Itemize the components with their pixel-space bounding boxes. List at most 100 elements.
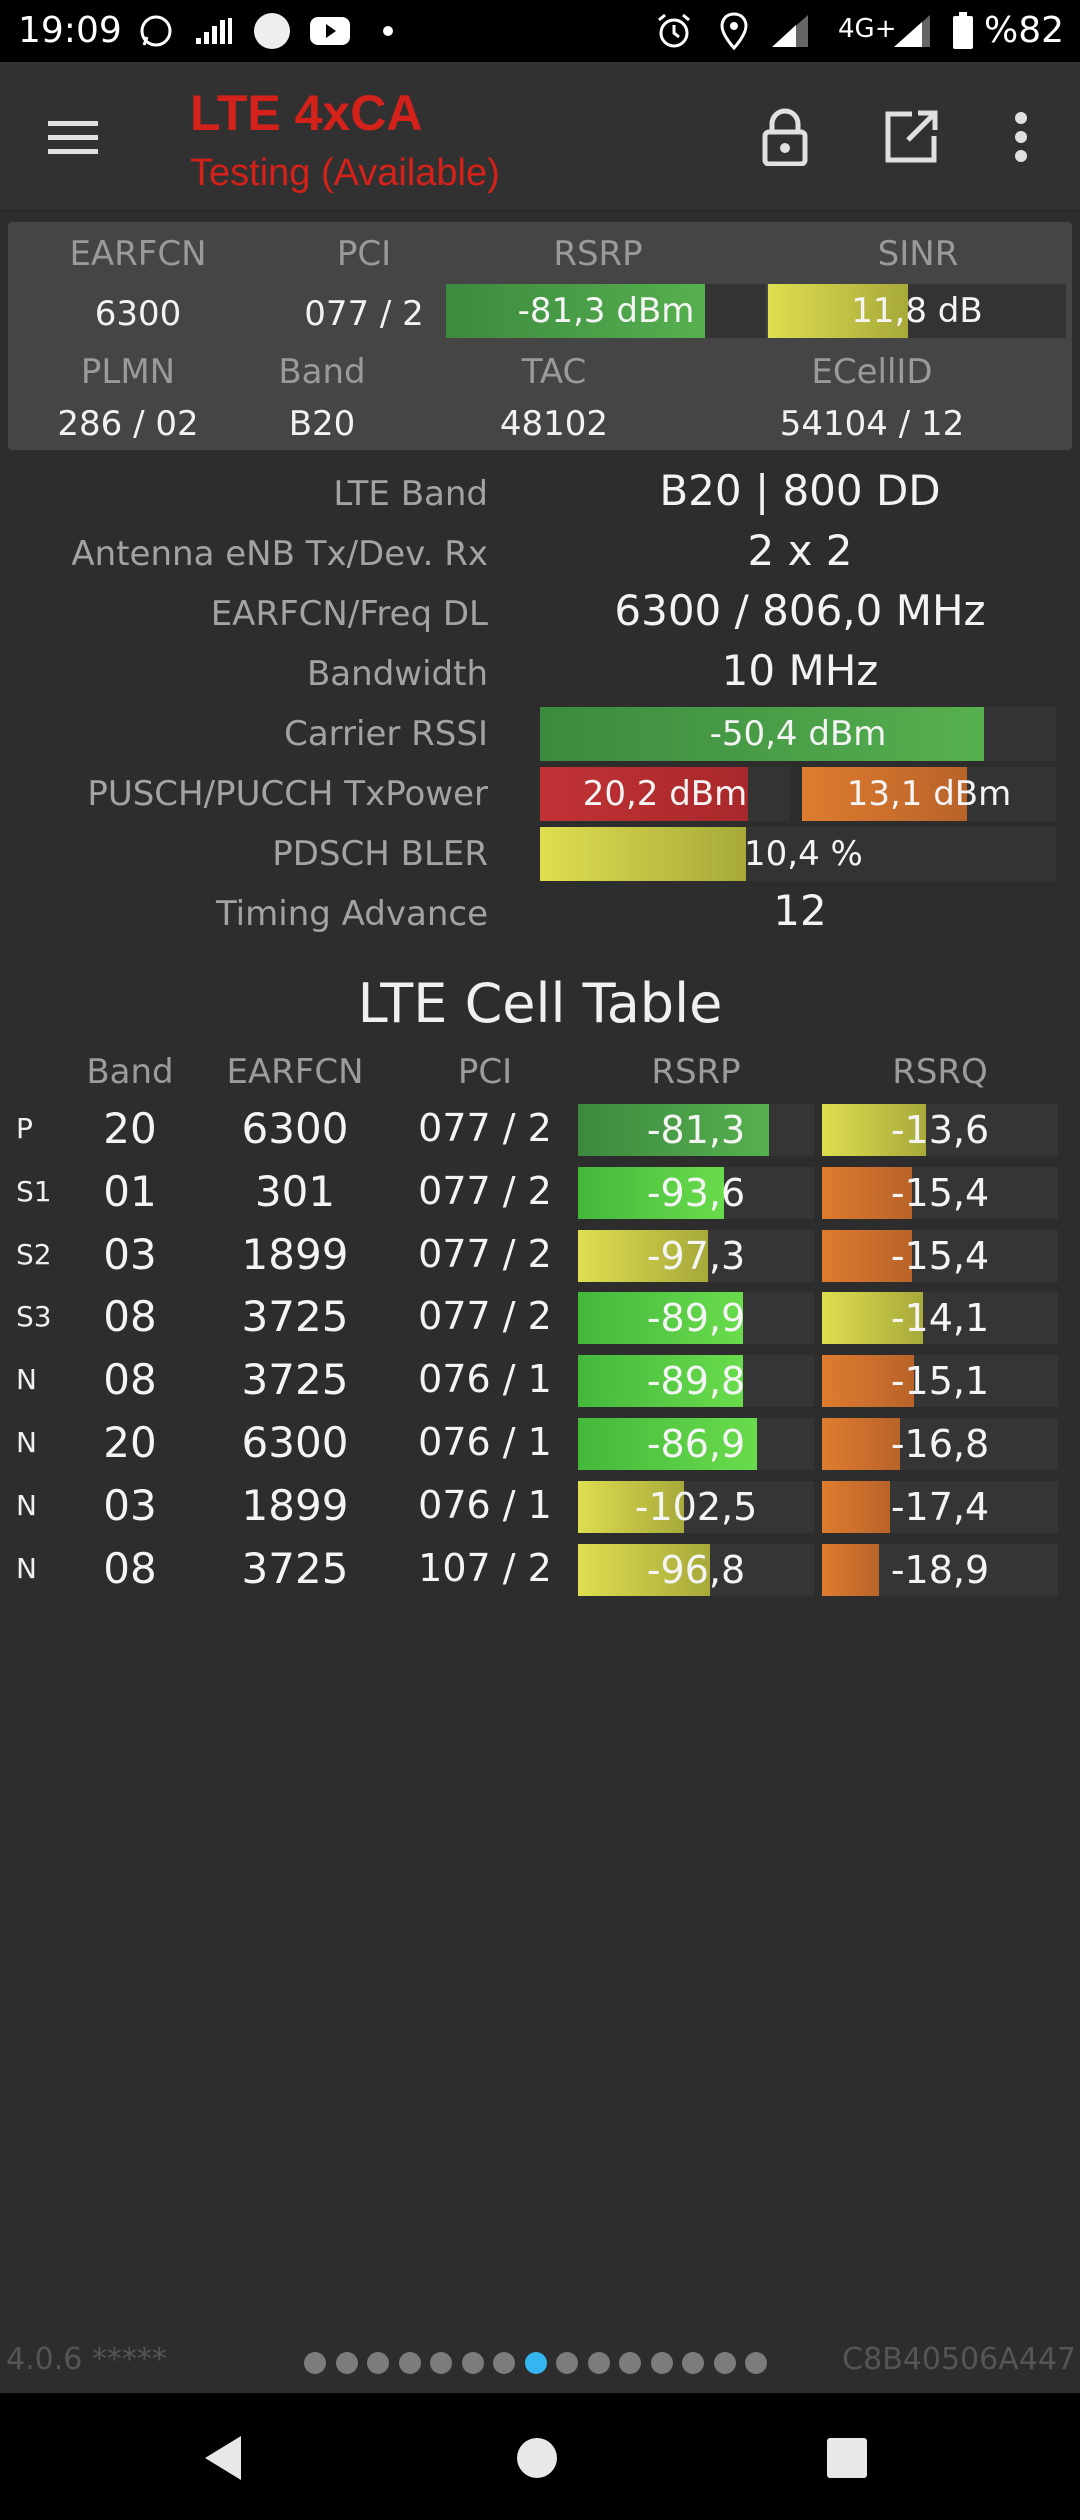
lte-band-label: LTE Band <box>333 474 488 514</box>
table-row: S3 08 3725 077 / 2 -89,9 -14,1 <box>0 1288 1080 1348</box>
table-row: N 20 6300 076 / 1 -86,9 -16,8 <box>0 1414 1080 1474</box>
cell-type-tag: N <box>16 1363 37 1397</box>
page-dot[interactable] <box>461 2352 484 2374</box>
rsrp-cell-bar-fill <box>578 1480 685 1533</box>
cell-band: 03 <box>103 1480 157 1530</box>
rsrp-cell-bar: -89,9 <box>578 1292 814 1345</box>
rsrq-cell-bar-fill <box>822 1166 912 1219</box>
sinr-bar-fill <box>768 284 909 338</box>
rsrp-cell-bar-text: -96,8 <box>646 1547 746 1592</box>
antenna-value: 2 x 2 <box>747 526 853 575</box>
lte-band-value: B20 | 800 DD <box>659 466 941 515</box>
ecellid-value: 54104 / 12 <box>779 404 965 444</box>
plmn-value: 286 / 02 <box>57 404 199 444</box>
txpower-label: PUSCH/PUCCH TxPower <box>87 774 488 814</box>
rsrp-cell-bar: -96,8 <box>578 1543 814 1596</box>
dot-icon <box>380 12 396 50</box>
rsrp-cell-bar: -97,3 <box>578 1229 814 1282</box>
rsrq-cell-bar-text: -17,4 <box>890 1484 990 1529</box>
page-dot[interactable] <box>745 2352 767 2374</box>
open-external-icon[interactable] <box>876 102 946 172</box>
table-row: S1 01 301 077 / 2 -93,6 -15,4 <box>0 1163 1080 1223</box>
carrier-rssi-bar: -50,4 dBm <box>540 707 1056 761</box>
rsrp-header: RSRP <box>553 234 643 274</box>
rsrp-cell-bar-text: -86,9 <box>646 1422 746 1466</box>
app-title: LTE 4xCA <box>190 85 423 141</box>
rsrp-bar-text: -81,3 dBm <box>517 291 695 331</box>
back-icon[interactable] <box>178 2413 268 2503</box>
cell-pci: 077 / 2 <box>418 1294 552 1339</box>
pucch-bar: 13,1 dBm <box>802 767 1056 821</box>
ecellid-header: ECellID <box>811 352 933 392</box>
rsrp-cell-bar: -93,6 <box>578 1166 814 1219</box>
recents-icon[interactable] <box>802 2413 892 2503</box>
page-dot[interactable] <box>367 2352 389 2374</box>
plmn-header: PLMN <box>80 352 176 392</box>
page-dot-active[interactable] <box>524 2352 547 2374</box>
cell-band: 20 <box>103 1104 157 1153</box>
bler-fill <box>540 827 747 881</box>
rsrp-cell-bar: -89,8 <box>578 1355 814 1408</box>
cell-earfcn: 3725 <box>241 1355 349 1405</box>
page-indicator[interactable] <box>304 2352 767 2374</box>
page-dot[interactable] <box>335 2352 358 2374</box>
table-row: P 20 6300 077 / 2 -81,3 -13,6 <box>0 1100 1080 1160</box>
table-row: N 08 3725 107 / 2 -96,8 -18,9 <box>0 1540 1080 1600</box>
page-dot[interactable] <box>713 2352 736 2374</box>
page-dot[interactable] <box>650 2352 673 2374</box>
cell-pci: 107 / 2 <box>418 1545 552 1590</box>
rsrq-cell-bar: -15,4 <box>822 1166 1058 1219</box>
sinr-bar-text: 11,8 dB <box>851 291 983 331</box>
rsrp-cell-bar-fill <box>578 1104 770 1156</box>
pci-header: PCI <box>336 234 392 274</box>
cell-type-tag: N <box>16 1551 37 1585</box>
rsrp-column-header: RSRP <box>651 1052 741 1092</box>
page-dot[interactable] <box>556 2352 578 2374</box>
rsrp-cell-bar-fill <box>578 1355 744 1408</box>
page-dot[interactable] <box>587 2352 610 2374</box>
home-icon[interactable] <box>492 2413 582 2503</box>
pci-column-header: PCI <box>457 1052 513 1092</box>
more-options-icon[interactable] <box>986 102 1056 172</box>
page-dot[interactable] <box>619 2352 641 2374</box>
earfcn-value: 6300 <box>94 294 182 334</box>
rsrq-cell-bar-fill <box>822 1104 926 1156</box>
alarm-icon <box>654 12 694 50</box>
rsrp-cell-bar-text: -102,5 <box>634 1484 758 1529</box>
band-header: Band <box>278 352 366 392</box>
cell-earfcn: 301 <box>254 1166 336 1216</box>
page-dot[interactable] <box>682 2352 704 2374</box>
earfcn-header: EARFCN <box>69 234 207 274</box>
cell-band: 01 <box>103 1166 157 1216</box>
rsrp-cell-bar: -102,5 <box>578 1480 814 1533</box>
cell-band: 08 <box>103 1292 157 1342</box>
page-dot[interactable] <box>430 2352 452 2374</box>
rsrp-cell-bar: -81,3 <box>578 1104 814 1156</box>
rsrp-cell-bar-text: -97,3 <box>646 1233 746 1278</box>
rsrp-cell-bar-text: -89,9 <box>646 1296 746 1341</box>
menu-icon[interactable] <box>38 102 108 172</box>
rsrp-cell-bar-text: -81,3 <box>646 1108 746 1152</box>
lock-icon[interactable] <box>750 102 820 172</box>
app-bar: LTE 4xCA Testing (Available) <box>0 62 1080 212</box>
youtube-icon <box>308 12 352 50</box>
page-dot[interactable] <box>493 2352 515 2374</box>
cell-pci: 077 / 2 <box>418 1168 552 1213</box>
rsrq-cell-bar-fill <box>822 1480 891 1533</box>
cell-band: 08 <box>103 1543 157 1593</box>
page-dot[interactable] <box>398 2352 421 2374</box>
page-dot[interactable] <box>304 2352 326 2374</box>
tac-value: 48102 <box>499 404 609 444</box>
rsrq-cell-bar: -18,9 <box>822 1543 1058 1596</box>
rsrp-cell-bar: -86,9 <box>578 1418 814 1470</box>
cell-earfcn: 1899 <box>241 1229 349 1279</box>
table-row: N 08 3725 076 / 1 -89,8 -15,1 <box>0 1351 1080 1411</box>
antenna-label: Antenna eNB Tx/Dev. Rx <box>71 534 488 574</box>
rsrq-cell-bar-fill <box>822 1292 924 1345</box>
carrier-rssi-label: Carrier RSSI <box>284 714 488 754</box>
pusch-bar: 20,2 dBm <box>540 767 790 821</box>
pusch-fill <box>540 767 748 821</box>
cell-type-tag: S2 <box>16 1237 52 1271</box>
battery-level: %82 <box>984 10 1065 51</box>
pucch-text: 13,1 dBm <box>846 774 1012 814</box>
